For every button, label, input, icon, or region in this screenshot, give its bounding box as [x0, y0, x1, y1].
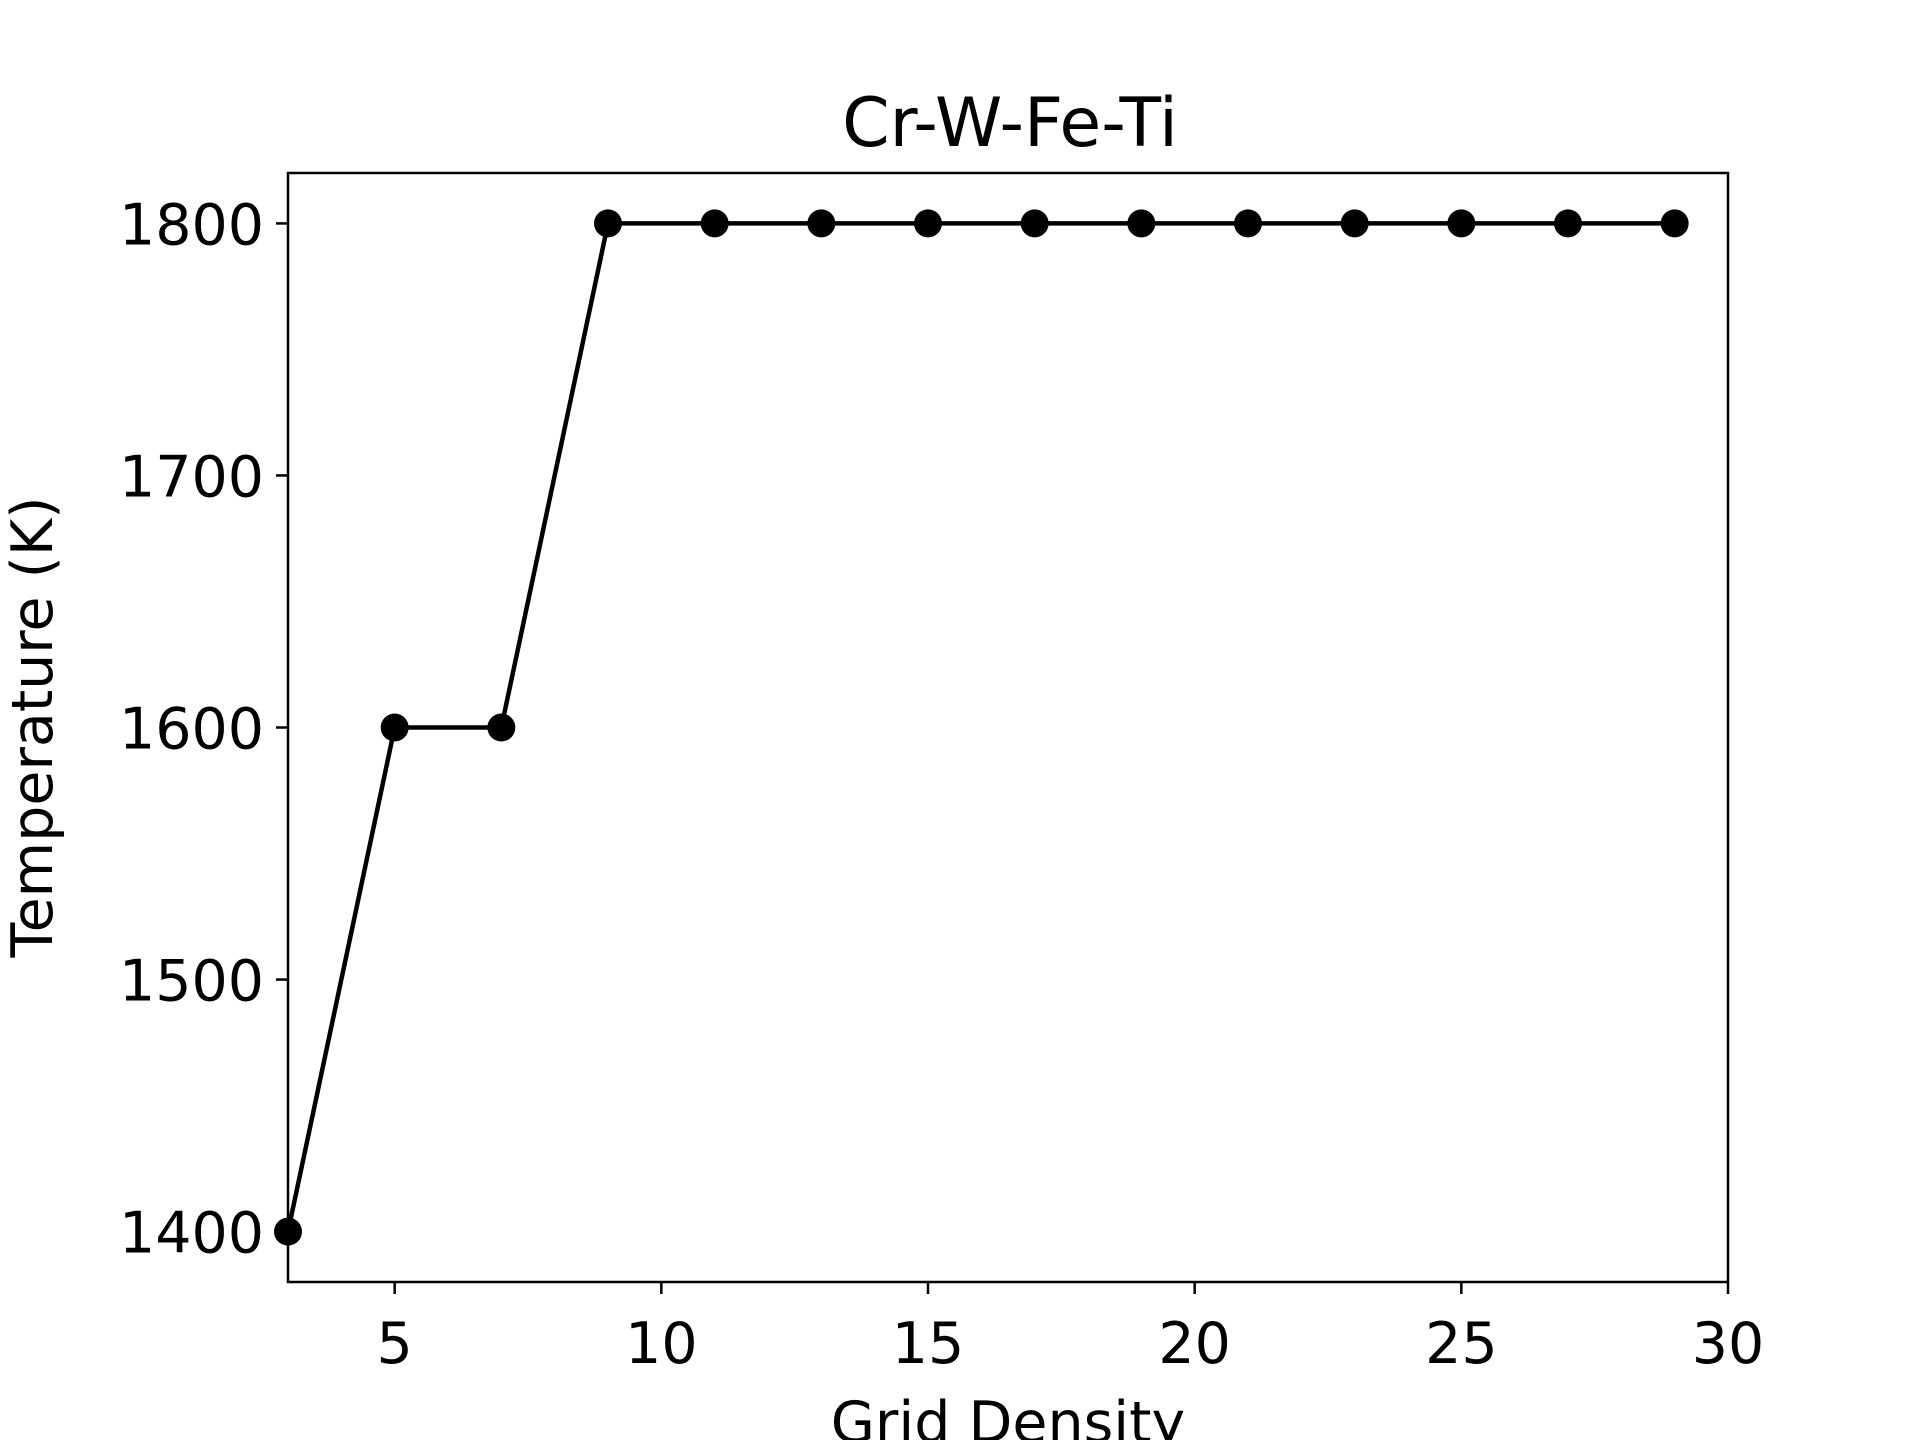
y-tick-label: 1700 [119, 444, 264, 510]
x-axis-label: Grid Density [831, 1390, 1185, 1440]
data-point [1447, 209, 1476, 238]
data-point [914, 209, 942, 238]
data-point [1554, 209, 1582, 238]
data-point [380, 713, 409, 742]
x-axis-ticks: 5 10 15 20 25 30 [377, 1282, 1765, 1377]
data-point [1340, 209, 1369, 238]
x-tick-label: 5 [377, 1311, 413, 1377]
data-point [1127, 209, 1156, 238]
series-line [285, 221, 1675, 1233]
data-point [1660, 209, 1689, 238]
y-axis-label: Temperature (K) [0, 496, 66, 958]
y-tick-label: 1500 [119, 949, 264, 1015]
y-axis-ticks: 1400 1500 1600 1700 1800 [119, 192, 288, 1267]
y-tick-label: 1600 [119, 697, 264, 763]
series-layer [274, 209, 1689, 1246]
chart-title: Cr-W-Fe-Ti [842, 84, 1178, 163]
data-point [594, 209, 622, 238]
data-point [700, 209, 729, 238]
data-point [807, 209, 836, 238]
data-point [1020, 209, 1049, 238]
x-tick-label: 25 [1425, 1311, 1498, 1377]
data-point [1234, 209, 1262, 238]
x-tick-label: 20 [1158, 1311, 1231, 1377]
y-tick-label: 1400 [119, 1201, 264, 1267]
data-point [274, 1217, 302, 1246]
y-tick-label: 1800 [119, 192, 264, 258]
x-tick-label: 15 [892, 1311, 965, 1377]
x-tick-label: 30 [1692, 1311, 1765, 1377]
x-tick-label: 10 [625, 1311, 698, 1377]
data-point [487, 713, 516, 742]
